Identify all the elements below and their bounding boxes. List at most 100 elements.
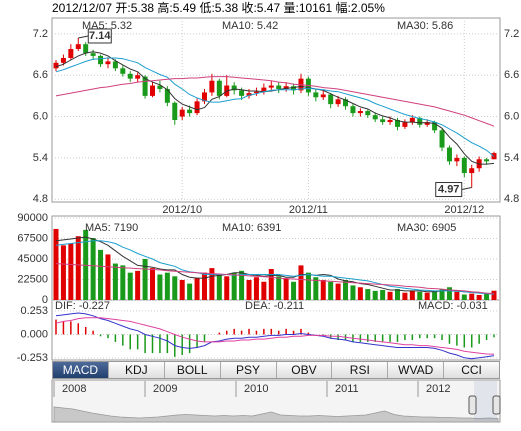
tab[interactable]: MACD bbox=[53, 362, 109, 378]
candle-body bbox=[432, 122, 438, 131]
legend-entry: MA30: 5.86 bbox=[397, 20, 453, 32]
y-tick-label: 0 bbox=[42, 294, 48, 306]
volume-bar bbox=[350, 285, 356, 300]
candle-body bbox=[90, 53, 96, 56]
volume-bar bbox=[253, 277, 259, 300]
candle-body bbox=[112, 61, 118, 69]
legend-entry: MA30: 6905 bbox=[397, 222, 456, 234]
volume-bar bbox=[461, 294, 467, 300]
candle-body bbox=[335, 99, 341, 105]
tab[interactable]: KDJ bbox=[108, 362, 165, 378]
candle-body bbox=[53, 62, 59, 69]
candle-body bbox=[320, 94, 326, 98]
range-handle bbox=[468, 395, 477, 415]
macd-bar bbox=[456, 334, 458, 346]
volume-bar bbox=[172, 276, 178, 300]
price-panel bbox=[51, 17, 501, 203]
volume-bar bbox=[187, 283, 193, 300]
volume-bar bbox=[409, 290, 415, 300]
macd-bar bbox=[114, 334, 117, 342]
volume-bar bbox=[98, 249, 104, 300]
y-tick-label: 7.2 bbox=[33, 28, 48, 40]
volume-bar bbox=[380, 289, 386, 300]
macd-bar bbox=[77, 323, 80, 335]
volume-bar bbox=[90, 238, 96, 300]
volume-bar bbox=[305, 272, 311, 300]
macd-bar bbox=[478, 334, 480, 344]
candle-body bbox=[75, 44, 81, 50]
year-label: 2009 bbox=[153, 383, 177, 395]
macd-bar bbox=[433, 334, 436, 339]
volume-bar bbox=[446, 287, 452, 300]
volume-bar bbox=[268, 269, 274, 300]
macd-bar bbox=[166, 334, 169, 354]
macd-bar bbox=[151, 334, 154, 354]
tab[interactable]: PSY bbox=[220, 362, 277, 378]
volume-bar bbox=[135, 270, 141, 300]
volume-bar bbox=[75, 236, 81, 300]
range-window bbox=[474, 381, 497, 421]
tab[interactable]: BOLL bbox=[164, 362, 221, 378]
y-tick-label: 0.000 bbox=[20, 328, 48, 340]
candle-body bbox=[172, 102, 178, 120]
candle-body bbox=[268, 85, 274, 88]
volume-bar bbox=[216, 274, 222, 300]
year-label: 2010 bbox=[244, 383, 268, 395]
macd-bar bbox=[404, 334, 406, 341]
candle-body bbox=[357, 111, 363, 114]
volume-bar bbox=[387, 291, 393, 300]
y-tick-label: 6.6 bbox=[33, 69, 48, 81]
y-tick-label: 0.253 bbox=[20, 305, 48, 317]
volume-bar bbox=[53, 228, 59, 300]
macd-bar bbox=[99, 334, 102, 337]
candle-body bbox=[120, 68, 126, 74]
macd-bar bbox=[300, 328, 302, 335]
x-tick-label: 2012/10 bbox=[162, 204, 202, 216]
macd-bar bbox=[426, 334, 428, 339]
macd-line bbox=[55, 317, 495, 355]
y-tick-label: 5.4 bbox=[33, 152, 48, 164]
volume-bar bbox=[246, 279, 252, 300]
volume-bar bbox=[328, 281, 334, 300]
macd-bar bbox=[381, 334, 384, 342]
candle-body bbox=[246, 93, 252, 96]
volume-bar bbox=[150, 268, 156, 300]
tab[interactable]: WVAD bbox=[388, 362, 445, 378]
year-label: 2008 bbox=[62, 383, 86, 395]
macd-bar bbox=[285, 328, 287, 335]
tab[interactable]: OBV bbox=[276, 362, 333, 378]
x-tick-label: 2012/11 bbox=[289, 204, 328, 216]
volume-bar bbox=[239, 270, 245, 300]
macd-bar bbox=[240, 330, 243, 335]
tab[interactable]: CCI bbox=[444, 362, 499, 378]
macd-bar bbox=[181, 334, 183, 355]
range-handle bbox=[492, 395, 501, 415]
macd-bar bbox=[122, 334, 124, 346]
volume-bar bbox=[372, 290, 378, 300]
volume-bar bbox=[432, 290, 438, 300]
macd-panel bbox=[51, 299, 501, 361]
candle-body bbox=[424, 122, 430, 125]
candle-body bbox=[60, 57, 66, 63]
macd-bar bbox=[307, 332, 310, 335]
y-tick-label-right: 4.8 bbox=[504, 193, 519, 205]
candle-body bbox=[417, 117, 423, 125]
macd-bar bbox=[255, 330, 258, 335]
macd-bar bbox=[225, 330, 228, 335]
candle-body bbox=[157, 85, 163, 89]
legend-entry: MA10: 5.42 bbox=[222, 20, 278, 32]
candle-body bbox=[187, 109, 193, 114]
volume-bar bbox=[476, 294, 482, 300]
volume-bar bbox=[291, 281, 297, 300]
volume-bar bbox=[454, 291, 460, 300]
macd-bar bbox=[248, 328, 250, 335]
volume-panel bbox=[51, 215, 501, 301]
volume-bar bbox=[298, 265, 304, 300]
tab[interactable]: RSI bbox=[332, 362, 389, 378]
legend-entry: MACD: -0.031 bbox=[418, 300, 488, 312]
macd-bar bbox=[359, 334, 362, 342]
candle-body bbox=[68, 49, 74, 58]
macd-bar bbox=[396, 334, 399, 342]
